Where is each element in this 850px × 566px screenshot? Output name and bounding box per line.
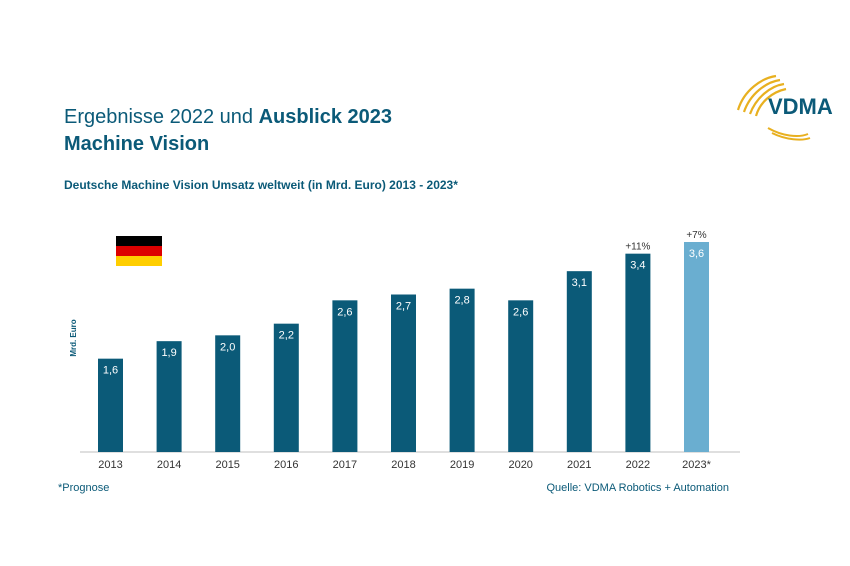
data-label: 2,6 bbox=[513, 306, 528, 318]
x-tick-label: 2014 bbox=[157, 459, 181, 471]
x-tick-label: 2021 bbox=[567, 459, 591, 471]
x-tick-label: 2018 bbox=[391, 459, 415, 471]
data-label: 3,4 bbox=[630, 260, 645, 272]
bar-2021 bbox=[566, 271, 592, 452]
data-label: 2,0 bbox=[220, 341, 235, 353]
title-regular: Ergebnisse 2022 und bbox=[64, 106, 259, 128]
bar-2017 bbox=[332, 300, 358, 452]
x-tick-label: 2019 bbox=[450, 459, 474, 471]
growth-label: +11% bbox=[625, 242, 650, 253]
bar-2016 bbox=[273, 323, 299, 452]
vdma-logo-swoosh-icon bbox=[736, 74, 811, 141]
footnote: *Prognose bbox=[58, 482, 110, 494]
data-label: 2,2 bbox=[279, 330, 294, 342]
data-label: 1,9 bbox=[161, 347, 176, 359]
source-note: Quelle: VDMA Robotics + Automation bbox=[546, 482, 729, 494]
data-label: 3,1 bbox=[572, 277, 587, 289]
bar-2022 bbox=[625, 253, 651, 452]
germany-flag-icon bbox=[116, 236, 162, 266]
x-tick-label: 2013 bbox=[98, 459, 122, 471]
x-tick-label: 2017 bbox=[333, 459, 357, 471]
data-label: 3,6 bbox=[689, 248, 704, 260]
page-title-line2: Machine Vision bbox=[64, 133, 210, 155]
x-tick-label: 2015 bbox=[215, 459, 239, 471]
data-label: 2,8 bbox=[454, 295, 469, 307]
y-axis-label: Mrd. Euro bbox=[69, 319, 78, 356]
x-tick-label: 2023* bbox=[682, 459, 711, 471]
data-label: 2,6 bbox=[337, 306, 352, 318]
growth-label: +7% bbox=[686, 230, 706, 241]
page-title: Ergebnisse 2022 und Ausblick 2023 bbox=[64, 106, 392, 129]
bar-2015 bbox=[215, 335, 241, 452]
x-tick-label: 2022 bbox=[626, 459, 650, 471]
bar-2018 bbox=[391, 294, 416, 452]
bar-2023* bbox=[684, 242, 709, 452]
bar-2014 bbox=[156, 341, 182, 452]
vdma-logo-text: VDMA bbox=[768, 94, 833, 119]
bar-2013 bbox=[98, 358, 123, 452]
title-bold: Ausblick 2023 bbox=[258, 106, 393, 128]
x-tick-label: 2020 bbox=[508, 459, 532, 471]
x-tick-label: 2016 bbox=[274, 459, 298, 471]
bar-2019 bbox=[449, 288, 475, 452]
data-label: 2,7 bbox=[396, 301, 411, 313]
chart-title: Deutsche Machine Vision Umsatz weltweit … bbox=[64, 178, 458, 192]
bar-2020 bbox=[508, 300, 534, 452]
data-label: 1,6 bbox=[103, 365, 118, 377]
